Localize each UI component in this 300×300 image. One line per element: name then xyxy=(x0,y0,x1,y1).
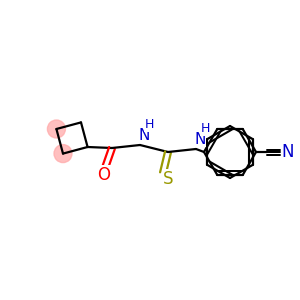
Text: S: S xyxy=(163,170,173,188)
Circle shape xyxy=(47,120,65,138)
Text: H: H xyxy=(200,122,210,136)
Text: N: N xyxy=(282,143,294,161)
Text: N: N xyxy=(194,131,206,146)
Text: O: O xyxy=(98,166,110,184)
Circle shape xyxy=(54,145,72,163)
Text: N: N xyxy=(138,128,150,142)
Text: H: H xyxy=(144,118,154,131)
